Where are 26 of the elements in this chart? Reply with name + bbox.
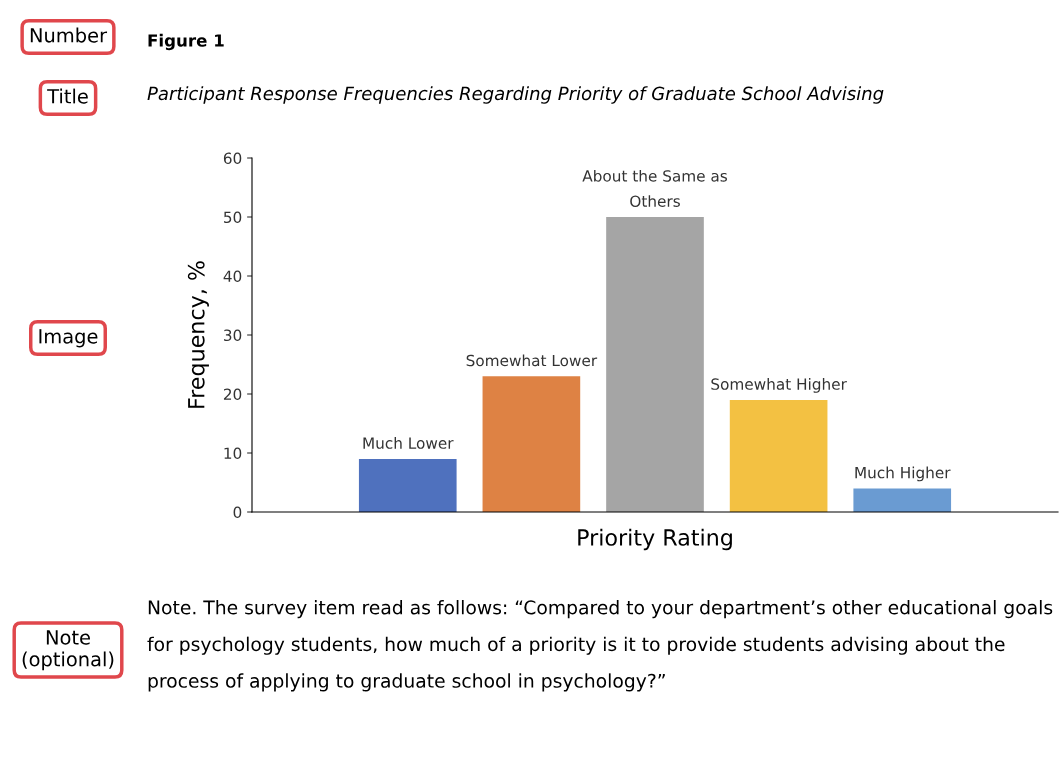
bar: [853, 488, 952, 512]
bar: [729, 399, 828, 512]
y-tick-label: 40: [223, 270, 242, 283]
bar: [606, 217, 704, 512]
text: Title: [47, 88, 88, 104]
text: Image: [39, 329, 98, 348]
x-axis-title: Priority Rating: [578, 528, 732, 551]
x-tick-label: Somewhat Lower: [466, 354, 598, 367]
text: Number: [30, 27, 108, 43]
chart-title: Figure 1: [148, 33, 224, 51]
bar: [358, 458, 457, 512]
x-tick-label: About the Same as Others: [582, 169, 727, 207]
bar: [482, 376, 581, 512]
y-tick-label: 10: [224, 447, 242, 460]
y-tick-label: 60: [223, 152, 242, 165]
y-tick-label: 20: [223, 388, 242, 401]
y-tick-label: 50: [224, 211, 242, 224]
x-tick-label: Somewhat Higher: [711, 378, 847, 393]
chart-subtitle: Participant Response Frequencies Regarding Priority of Graduate School Advising: [147, 86, 884, 104]
x-tick-label: Much Higher: [855, 466, 951, 482]
y-axis-title: Frequency, %: [187, 261, 209, 408]
text: Note (optional): [22, 630, 114, 671]
y-tick-label: 30: [224, 329, 242, 342]
text: Note. The survey item read as follows: “Compared to your department’s other educational goals for psychology students, how much of a priority is it to provide students advising about the process of applying to graduate school in psychology?”: [147, 600, 1053, 692]
y-tick-label: 0: [233, 506, 242, 519]
x-tick-label: Much Lower: [363, 437, 454, 449]
